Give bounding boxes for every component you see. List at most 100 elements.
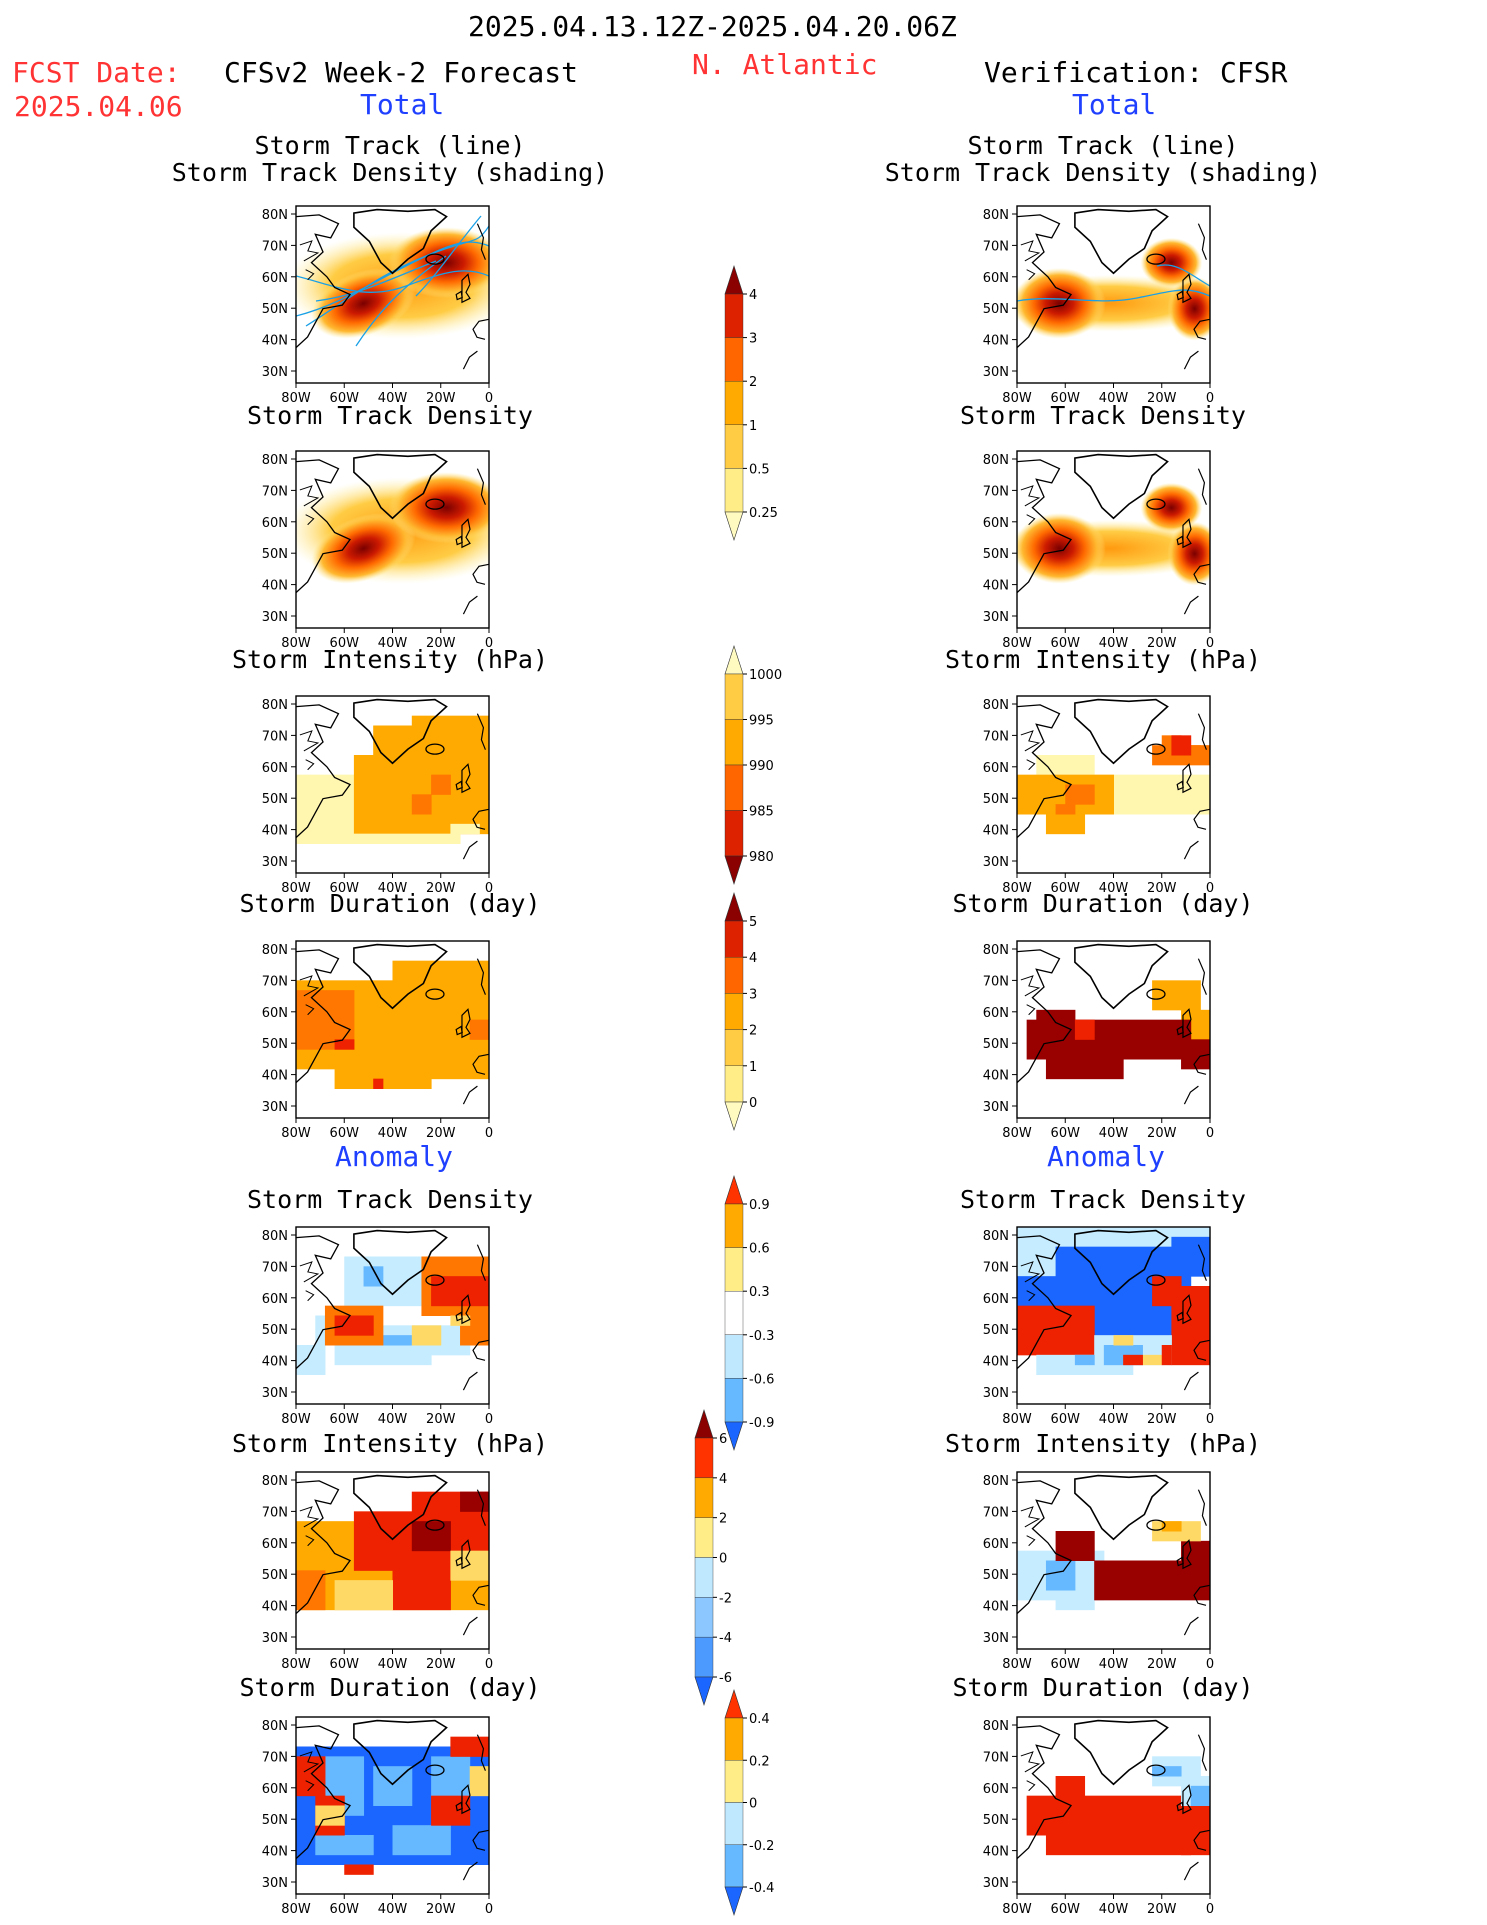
verification-anomaly-label: Anomaly: [1047, 1140, 1166, 1173]
lat-tick-label: 50N: [983, 547, 1009, 562]
lat-tick-label: 30N: [262, 1631, 288, 1646]
lat-tick-label: 60N: [983, 516, 1009, 531]
lat-tick-label: 60N: [262, 1006, 288, 1021]
lon-tick-label: 60W: [330, 1412, 360, 1427]
colorbar-label: 3: [749, 987, 757, 1002]
lat-tick-label: 60N: [983, 761, 1009, 776]
lon-tick-label: 0: [485, 1657, 493, 1672]
lon-tick-label: 20W: [1147, 1902, 1177, 1917]
colorbar-label: 1000: [749, 668, 782, 683]
forecast-anomaly-label: Anomaly: [335, 1140, 454, 1173]
lat-tick-label: 70N: [983, 974, 1009, 989]
fc-track-title-2: Storm Track Density (shading): [171, 158, 609, 187]
lat-tick-label: 40N: [262, 824, 288, 839]
lon-tick-label: 80W: [281, 391, 311, 406]
colorbar-label: -0.2: [749, 1839, 774, 1854]
lat-tick-label: 40N: [262, 1355, 288, 1370]
fc-duration-title: Storm Duration (day): [239, 889, 541, 918]
colorbar-duration_anom: 0.4 0.2 0 -0.2 -0.4: [724, 1689, 774, 1916]
lon-tick-label: 40W: [378, 1412, 408, 1427]
vf-density-title: Storm Track Density: [960, 401, 1246, 430]
lat-tick-label: 80N: [983, 1719, 1009, 1734]
lon-tick-label: 80W: [1002, 1902, 1032, 1917]
lat-tick-label: 70N: [983, 729, 1009, 744]
colorbar-label: 4: [749, 951, 757, 966]
lat-tick-label: 30N: [262, 1100, 288, 1115]
lon-tick-label: 60W: [330, 1126, 360, 1141]
lon-tick-label: 40W: [1099, 1657, 1129, 1672]
colorbar-label: 5: [749, 915, 757, 930]
lat-tick-label: 40N: [262, 1845, 288, 1860]
colorbar-label: -6: [719, 1671, 732, 1686]
lon-tick-label: 40W: [1099, 1902, 1129, 1917]
colorbar-label: 0.3: [749, 1285, 770, 1300]
fc-density-title: Storm Track Density: [247, 401, 533, 430]
lon-tick-label: 20W: [426, 1902, 456, 1917]
verification-intensity-map: 80N 70N 60N 50N 40N 30N 80W 60W 40W 20W 0: [983, 695, 1214, 896]
lat-tick-label: 80N: [262, 208, 288, 223]
lon-tick-label: 40W: [1099, 1412, 1129, 1427]
lat-tick-label: 50N: [983, 1813, 1009, 1828]
lat-tick-label: 30N: [983, 1631, 1009, 1646]
lat-tick-label: 30N: [983, 1100, 1009, 1115]
forecast-anom-duration-map: 80N 70N 60N 50N 40N 30N 80W 60W 40W 20W 0: [262, 1716, 493, 1917]
lon-tick-label: 40W: [378, 1902, 408, 1917]
lon-tick-label: 80W: [1002, 1657, 1032, 1672]
lon-tick-label: 0: [1206, 1657, 1214, 1672]
lon-tick-label: 0: [1206, 636, 1214, 651]
lat-tick-label: 50N: [262, 792, 288, 807]
colorbar-label: -0.9: [749, 1416, 774, 1431]
lon-tick-label: 80W: [281, 1657, 311, 1672]
lon-tick-label: 80W: [281, 1412, 311, 1427]
lon-tick-label: 60W: [330, 1902, 360, 1917]
lat-tick-label: 70N: [983, 239, 1009, 254]
forecast-anom-density-map: 80N 70N 60N 50N 40N 30N 80W 60W 40W 20W 0: [262, 1226, 493, 1427]
fc-anom-density-title: Storm Track Density: [247, 1185, 533, 1214]
lat-tick-label: 70N: [262, 974, 288, 989]
colorbar-label: 985: [749, 805, 774, 820]
lat-tick-label: 80N: [983, 943, 1009, 958]
lat-tick-label: 40N: [983, 1069, 1009, 1084]
lon-tick-label: 0: [485, 881, 493, 896]
lon-tick-label: 40W: [1099, 881, 1129, 896]
colorbar-label: 0.5: [749, 462, 770, 477]
lat-tick-label: 30N: [983, 610, 1009, 625]
colorbar-label: 0.6: [749, 1242, 770, 1257]
colorbar-label: 2: [749, 375, 757, 390]
lat-tick-label: 60N: [983, 271, 1009, 286]
colorbar-label: 0.2: [749, 1754, 770, 1769]
colorbar-intensity_total: 1000 995 990 985 980: [724, 645, 782, 885]
lon-tick-label: 0: [485, 1902, 493, 1917]
colorbar-label: -0.4: [749, 1881, 774, 1896]
lon-tick-label: 0: [485, 391, 493, 406]
lon-tick-label: 0: [1206, 1412, 1214, 1427]
lon-tick-label: 0: [1206, 1902, 1214, 1917]
lat-tick-label: 50N: [262, 302, 288, 317]
lon-tick-label: 20W: [1147, 391, 1177, 406]
lat-tick-label: 60N: [983, 1537, 1009, 1552]
lat-tick-label: 80N: [983, 453, 1009, 468]
colorbar-label: -4: [719, 1631, 732, 1646]
lat-tick-label: 30N: [262, 610, 288, 625]
colorbar-label: 4: [719, 1472, 727, 1487]
lon-tick-label: 60W: [1051, 1126, 1081, 1141]
verification-anom-duration-map: 80N 70N 60N 50N 40N 30N 80W 60W 40W 20W 0: [983, 1716, 1214, 1917]
lon-tick-label: 40W: [1099, 636, 1129, 651]
lat-tick-label: 50N: [262, 1813, 288, 1828]
lat-tick-label: 50N: [983, 1568, 1009, 1583]
lat-tick-label: 30N: [983, 365, 1009, 380]
fcst-date-label: FCST Date:: [12, 56, 181, 89]
lon-tick-label: 20W: [426, 1657, 456, 1672]
colorbar-label: 0: [719, 1552, 727, 1567]
lon-tick-label: 60W: [330, 1657, 360, 1672]
lat-tick-label: 30N: [262, 1876, 288, 1891]
forecast-track-map: 80N 70N 60N 50N 40N 30N 80W 60W 40W 20W 0: [262, 205, 493, 406]
lon-tick-label: 20W: [1147, 881, 1177, 896]
colorbar-label: 0.9: [749, 1198, 770, 1213]
lon-tick-label: 40W: [378, 1657, 408, 1672]
lat-tick-label: 80N: [983, 698, 1009, 713]
lat-tick-label: 70N: [262, 1260, 288, 1275]
colorbar-label: 0: [749, 1797, 757, 1812]
lat-tick-label: 40N: [262, 1600, 288, 1615]
lon-tick-label: 80W: [281, 1126, 311, 1141]
